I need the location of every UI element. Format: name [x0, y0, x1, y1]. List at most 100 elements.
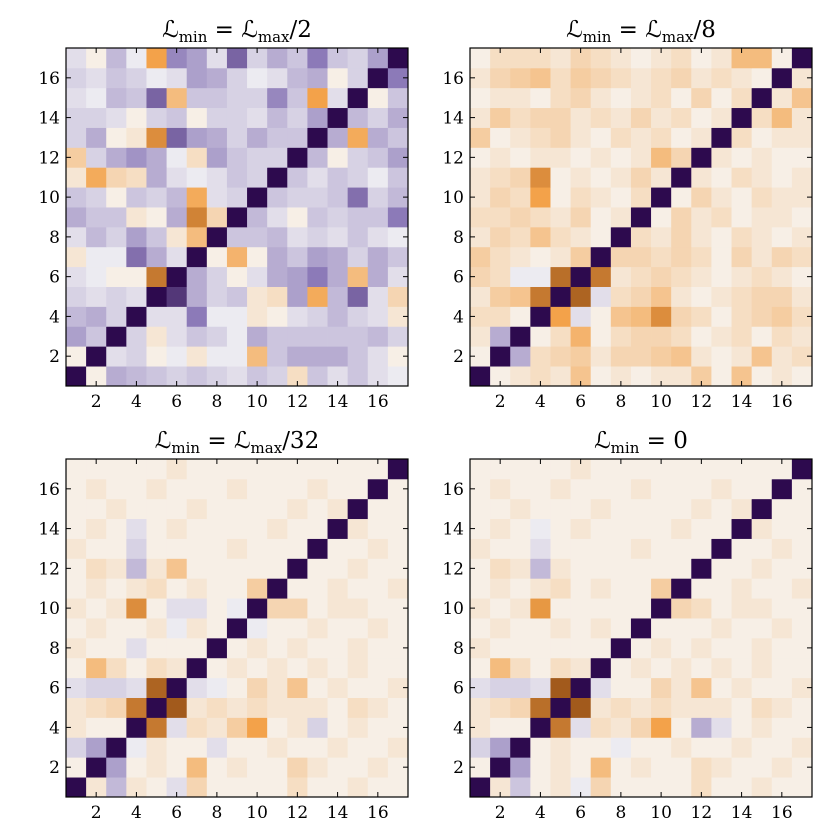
heatmap-cell — [206, 246, 228, 268]
heatmap-cell — [490, 498, 511, 520]
heatmap-cell — [530, 107, 551, 128]
heatmap-cell — [530, 306, 551, 327]
heatmap-cell — [470, 697, 491, 718]
heatmap-cell — [490, 518, 511, 539]
x-tick-label: 14 — [327, 803, 349, 823]
heatmap-cell — [610, 459, 632, 480]
heatmap-cell — [530, 266, 551, 287]
y-tick-label: 14 — [38, 109, 60, 129]
heatmap-cell — [126, 618, 147, 639]
y-tick-label: 6 — [453, 268, 464, 288]
heatmap-cell — [711, 147, 732, 168]
heatmap-cell — [751, 618, 773, 639]
heatmap-cell — [86, 366, 107, 387]
heatmap-cell — [287, 187, 308, 208]
heatmap-cell — [126, 127, 147, 148]
heatmap-cell — [86, 127, 107, 148]
heatmap-cell — [550, 266, 571, 287]
heatmap-cell — [166, 598, 188, 619]
heatmap-cell — [530, 48, 551, 69]
heatmap-cell — [771, 618, 793, 639]
heatmap-cell — [307, 558, 328, 579]
heatmap-cell — [86, 187, 107, 208]
heatmap-cell — [287, 498, 308, 520]
heatmap-cell — [166, 558, 188, 579]
heatmap-cell — [751, 657, 773, 679]
heatmap-cell — [66, 226, 87, 248]
heatmap-cell — [751, 286, 773, 307]
heatmap-cell — [206, 107, 228, 128]
heatmap-cell — [610, 777, 632, 798]
heatmap-cell — [771, 266, 793, 287]
heatmap-cell — [367, 777, 389, 798]
heatmap-cell — [166, 226, 188, 248]
heatmap-cell — [267, 48, 288, 69]
heatmap-cell — [771, 48, 793, 69]
heatmap-cell — [590, 147, 612, 168]
heatmap-cell — [327, 697, 349, 718]
heatmap-cell — [610, 207, 632, 228]
heatmap-cell — [691, 246, 712, 268]
heatmap-cell — [247, 677, 268, 698]
heatmap-cell — [106, 207, 127, 228]
heatmap-cell — [66, 737, 87, 758]
heatmap-cell — [226, 657, 248, 679]
heatmap-cell — [387, 737, 409, 758]
heatmap-cell — [166, 346, 188, 367]
heatmap-cell — [226, 127, 248, 148]
heatmap-cell — [771, 558, 793, 579]
heatmap-cell — [146, 459, 167, 480]
heatmap-cell — [106, 346, 127, 367]
heatmap-cell — [530, 538, 551, 559]
heatmap-cell — [530, 127, 551, 148]
heatmap-cell — [327, 518, 349, 539]
heatmap-cell — [550, 107, 571, 128]
heatmap-cell — [126, 226, 147, 248]
heatmap-cell — [731, 578, 753, 599]
heatmap-cell — [126, 67, 147, 89]
y-tick-label: 2 — [453, 758, 464, 778]
heatmap-cell — [146, 67, 167, 89]
heatmap-cell — [287, 478, 308, 500]
heatmap-cell — [367, 598, 389, 619]
heatmap-cell — [307, 67, 328, 89]
heatmap-cell — [731, 697, 753, 718]
heatmap-cell — [287, 697, 308, 718]
heatmap-cell — [387, 618, 409, 639]
heatmap-cell — [186, 737, 208, 758]
heatmap-cell — [630, 187, 652, 208]
heatmap-cell — [651, 246, 672, 268]
heatmap-cell — [691, 637, 712, 659]
heatmap-cell — [630, 127, 652, 148]
heatmap-cell — [630, 87, 652, 109]
heatmap-cell — [166, 737, 188, 758]
heatmap-cell — [731, 87, 753, 109]
heatmap-cell — [651, 48, 672, 69]
heatmap-cell — [347, 538, 369, 559]
heatmap-cell — [226, 48, 248, 69]
heatmap-panel-3: 2 4 6 8 10 12 14 16 2 4 6 8 10 12 14 16 ℒmin = ℒmax/32 — [38, 428, 409, 823]
heatmap-cell — [711, 637, 732, 659]
heatmap-cell — [287, 459, 308, 480]
heatmap-cell — [671, 737, 692, 758]
heatmap-cell — [126, 518, 147, 539]
heatmap-cell — [206, 226, 228, 248]
heatmap-cell — [367, 538, 389, 559]
heatmap-cell — [570, 226, 592, 248]
heatmap-cell — [570, 306, 592, 327]
heatmap-cell — [66, 366, 87, 387]
heatmap-cell — [86, 777, 107, 798]
heatmap-cell — [470, 498, 491, 520]
heatmap-cell — [751, 246, 773, 268]
heatmap-cell — [691, 187, 712, 208]
x-tick-label: 14 — [731, 392, 753, 412]
heatmap-cell — [126, 757, 147, 778]
heatmap-cell — [550, 207, 571, 228]
heatmap-cell — [671, 147, 692, 168]
heatmap-cell — [186, 107, 208, 128]
x-tick-label: 6 — [575, 803, 586, 823]
heatmap-cell — [651, 366, 672, 387]
heatmap-cell — [146, 538, 167, 559]
heatmap-cell — [367, 226, 389, 248]
heatmap-cell — [590, 518, 612, 539]
